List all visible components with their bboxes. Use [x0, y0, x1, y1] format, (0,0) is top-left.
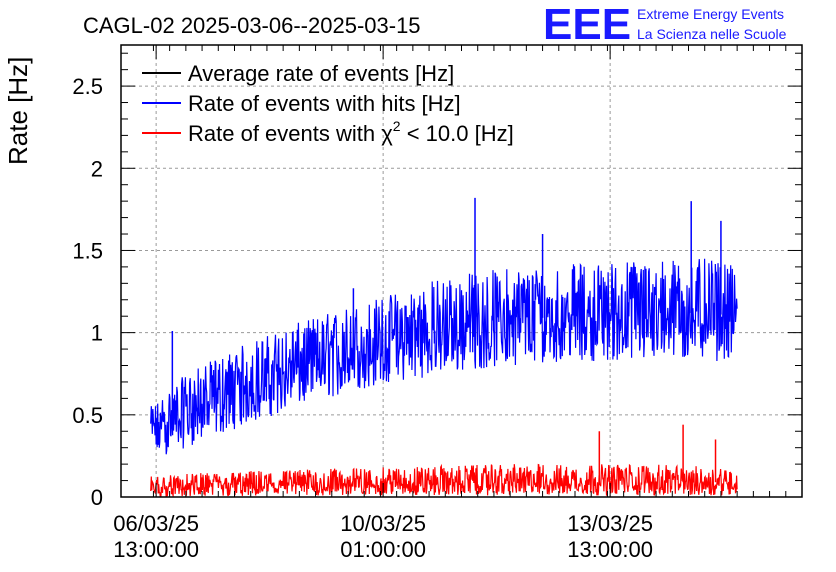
legend-chi2-suffix: < 10.0 [Hz]	[401, 121, 514, 146]
y-tick-label: 2.5	[72, 74, 103, 99]
y-tick-label: 0.5	[72, 403, 103, 428]
chart-title: CAGL-02 2025-03-06--2025-03-15	[83, 13, 421, 38]
legend-chi2-prefix: Rate of events with	[188, 121, 381, 146]
legend-chi2-symbol: χ	[381, 121, 393, 146]
x-tick-label-time: 13:00:00	[113, 537, 199, 562]
y-tick-label: 0	[91, 485, 103, 510]
y-axis-label: Rate [Hz]	[3, 57, 33, 165]
logo-line2: La Scienza nelle Scuole	[637, 26, 787, 42]
y-tick-label: 1.5	[72, 238, 103, 263]
legend: Average rate of events [Hz] Rate of even…	[142, 61, 514, 146]
eee-logo: EEE Extreme Energy Events La Scienza nel…	[543, 0, 787, 49]
x-tick-label-date: 06/03/25	[113, 511, 199, 536]
x-axis: 06/03/2513:00:0010/03/2501:00:0013/03/25…	[113, 45, 787, 562]
y-tick-label: 1	[91, 321, 103, 346]
x-tick-label-time: 13:00:00	[567, 537, 653, 562]
series-hits-line	[150, 258, 738, 455]
y-tick-label: 2	[91, 156, 103, 181]
x-tick-label-date: 10/03/25	[340, 511, 426, 536]
y-axis: 0 0.5 1 1.5 2 2.5	[72, 52, 802, 510]
legend-label-hits: Rate of events with hits [Hz]	[188, 91, 461, 116]
plot-data	[150, 197, 738, 498]
logo-line1: Extreme Energy Events	[637, 6, 784, 22]
logo-letters: EEE	[543, 0, 631, 49]
x-tick-label-time: 01:00:00	[340, 537, 426, 562]
legend-label-average: Average rate of events [Hz]	[188, 61, 454, 86]
legend-label-chi2: Rate of events with χ2 < 10.0 [Hz]	[188, 118, 514, 146]
series-chi2-line	[150, 463, 738, 498]
legend-chi2-sup: 2	[393, 118, 401, 134]
x-tick-label-date: 13/03/25	[567, 511, 653, 536]
